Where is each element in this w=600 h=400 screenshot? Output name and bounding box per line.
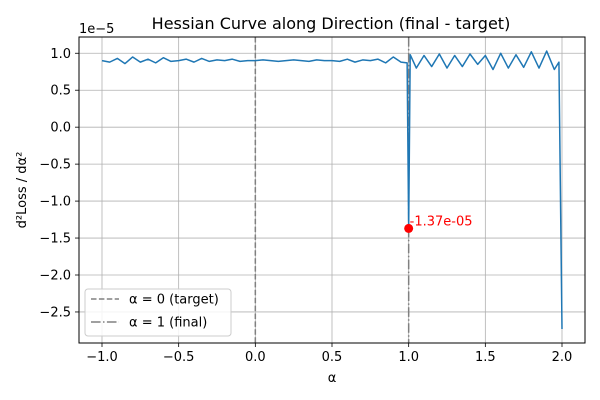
y-tick-label: 0.5 [50,84,71,99]
y-axis-ticks: 1.0 0.5 0.0 −0.5 −1.0 −1.5 −2.0 −2.5 [39,47,79,320]
y-tick-label: −1.5 [39,232,71,247]
y-tick-label: 0.0 [50,121,71,136]
legend-box [84,288,232,337]
x-tick-label: 0.0 [245,350,266,365]
chart-title: Hessian Curve along Direction (final - t… [152,14,511,33]
reference-lines [254,37,410,343]
x-tick-label: 1.5 [475,350,496,365]
legend: α = 0 (target) α = 1 (final) [84,288,232,337]
marker-layer: -1.37e-05 [404,214,473,233]
x-tick-label: −1.0 [86,350,118,365]
x-axis-ticks: −1.0 −0.5 0.0 0.5 1.0 1.5 2.0 [86,343,572,365]
y-tick-label: 1.0 [50,47,71,62]
y-tick-label: −2.0 [39,269,71,284]
y-tick-label: −0.5 [39,158,71,173]
y-tick-label: −1.0 [39,195,71,210]
y-tick-label: −2.5 [39,305,71,320]
y-scale-label: 1e−5 [79,22,114,37]
x-tick-label: 0.5 [322,350,343,365]
y-axis-label: d²Loss / dα² [15,152,30,229]
legend-label-final: α = 1 (final) [129,316,207,331]
hessian-series-line [101,50,563,329]
x-axis-label: α [328,371,337,386]
series-layer [101,50,563,329]
min-point-label: -1.37e-05 [410,214,473,229]
x-tick-label: 2.0 [552,350,573,365]
x-tick-label: −0.5 [163,350,195,365]
min-point-marker [404,223,414,233]
legend-label-target: α = 0 (target) [129,293,219,308]
x-tick-label: 1.0 [398,350,419,365]
